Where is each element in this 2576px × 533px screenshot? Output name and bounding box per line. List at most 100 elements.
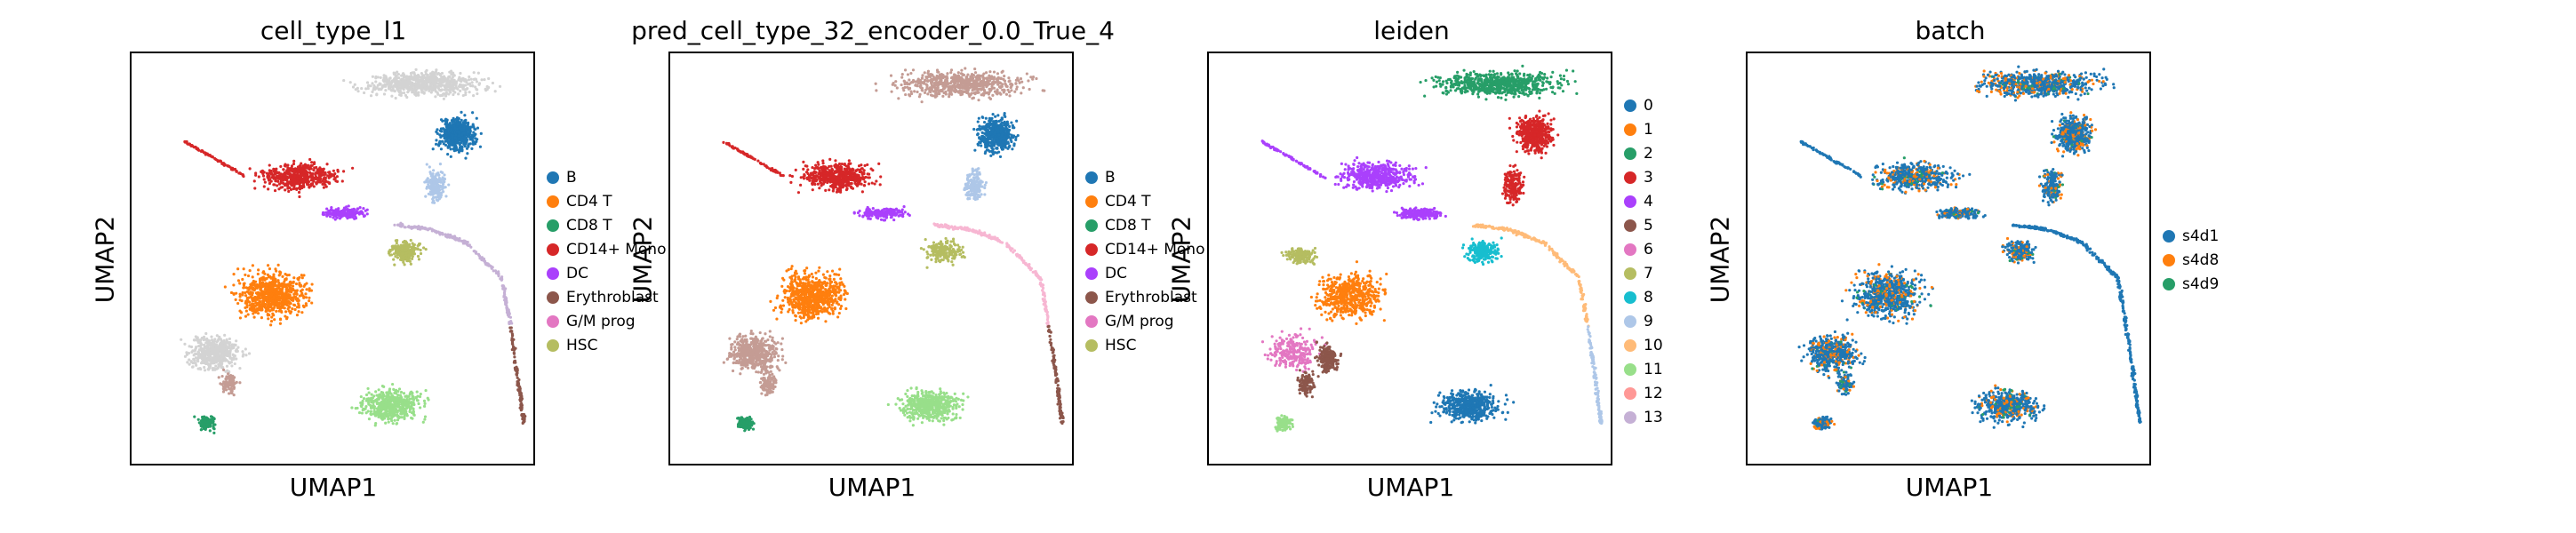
legend-item: 8 [1624,285,1663,309]
legend: B CD4 T CD8 T CD14+ Mono DC Erythroblast G/M p… [1085,165,1204,357]
point-cloud [180,68,527,434]
scatter-plot [1260,64,1604,433]
legend-swatch [1624,314,1636,328]
legend-item: DC [547,261,666,285]
legend-item: 6 [1624,237,1663,261]
legend: B CD4 T CD8 T CD14+ Mono DC Erythroblast G/M p… [547,165,666,357]
x-axis-label: UMAP1 [1905,473,1994,502]
legend-item: 5 [1624,213,1663,237]
legend-item: 7 [1624,261,1663,285]
legend-label: Erythroblast [566,288,659,306]
legend-swatch [1085,195,1098,208]
x-axis-label: UMAP1 [828,473,916,502]
point-cloud [722,67,1065,433]
legend-item: 12 [1624,381,1663,405]
legend-item: G/M prog [547,309,666,333]
legend-label: 4 [1644,192,1653,211]
legend-label: 7 [1644,264,1653,282]
y-axis-label: UMAP2 [1166,215,1196,304]
legend-label: 11 [1644,360,1663,378]
legend-item: CD4 T [547,189,666,213]
legend-label: 2 [1644,144,1653,163]
plot-area [1746,52,2151,465]
legend-item: DC [1085,261,1204,285]
legend-label: CD14+ Mono [1105,240,1205,259]
legend-label: 8 [1644,288,1653,306]
legend-label: s4d1 [2182,227,2220,245]
legend-swatch [1624,243,1636,256]
x-axis-label: UMAP1 [1366,473,1455,502]
chart-title: leiden [1373,16,1450,45]
legend-item: CD14+ Mono [1085,237,1204,261]
legend-label: 3 [1644,168,1653,187]
legend-swatch [1085,171,1098,184]
legend-item: 9 [1624,309,1663,333]
legend-item: HSC [1085,333,1204,357]
scatter-plot [1797,65,2142,431]
legend-label: 9 [1644,312,1653,330]
legend-swatch [547,171,559,184]
legend-swatch [2163,229,2175,243]
legend-label: CD14+ Mono [566,240,667,259]
legend-item: Erythroblast [1085,285,1204,309]
legend-swatch [2163,277,2175,290]
legend-swatch [547,266,559,280]
legend-swatch [1085,219,1098,232]
legend-label: 12 [1644,384,1663,402]
plot-area [130,52,535,465]
legend-item: 1 [1624,117,1663,141]
point-cloud [1260,64,1604,433]
legend-swatch [1624,410,1636,424]
legend-swatch [547,314,559,328]
point-cloud [1797,65,2142,431]
plot-area [1207,52,1612,465]
legend-swatch [1085,266,1098,280]
legend-swatch [547,243,559,256]
legend-label: G/M prog [566,312,636,330]
legend-swatch [1624,362,1636,376]
legend-item: s4d1 [2163,224,2219,248]
legend-item: CD8 T [547,213,666,237]
legend-label: HSC [1105,336,1137,354]
legend-label: Erythroblast [1105,288,1197,306]
chart-title: cell_type_l1 [260,16,407,45]
legend-swatch [1624,147,1636,160]
legend-item: 10 [1624,333,1663,357]
legend-item: 11 [1624,357,1663,381]
legend-label: B [1105,168,1116,187]
legend-swatch [1085,243,1098,256]
legend-item: 13 [1624,405,1663,429]
legend-label: 13 [1644,408,1663,426]
scatter-plot [722,67,1065,433]
legend: 0 1 2 3 4 5 6 7 8 9 10 11 12 13 [1624,93,1663,429]
legend-item: 4 [1624,189,1663,213]
legend-swatch [1624,123,1636,136]
chart-title: batch [1915,16,1986,45]
legend-label: HSC [566,336,598,354]
legend-swatch [547,195,559,208]
legend-swatch [1624,99,1636,112]
legend-item: G/M prog [1085,309,1204,333]
y-axis-label: UMAP2 [90,215,120,304]
legend-label: 5 [1644,216,1653,235]
legend-label: DC [566,264,588,282]
legend-swatch [1624,171,1636,184]
legend-swatch [2163,253,2175,266]
legend-item: s4d9 [2163,272,2219,296]
y-axis-label: UMAP2 [628,215,658,304]
legend-label: 6 [1644,240,1653,259]
legend-swatch [1085,314,1098,328]
scatter-plot [180,68,527,434]
legend-label: DC [1105,264,1127,282]
legend-item: CD4 T [1085,189,1204,213]
legend-item: s4d8 [2163,248,2219,272]
legend-label: B [566,168,577,187]
legend-label: G/M prog [1105,312,1174,330]
legend-label: s4d8 [2182,251,2220,269]
legend-swatch [547,219,559,232]
legend-swatch [1624,266,1636,280]
x-axis-label: UMAP1 [289,473,378,502]
legend-swatch [1624,195,1636,208]
legend-item: 2 [1624,141,1663,165]
legend-label: CD4 T [1105,192,1151,211]
